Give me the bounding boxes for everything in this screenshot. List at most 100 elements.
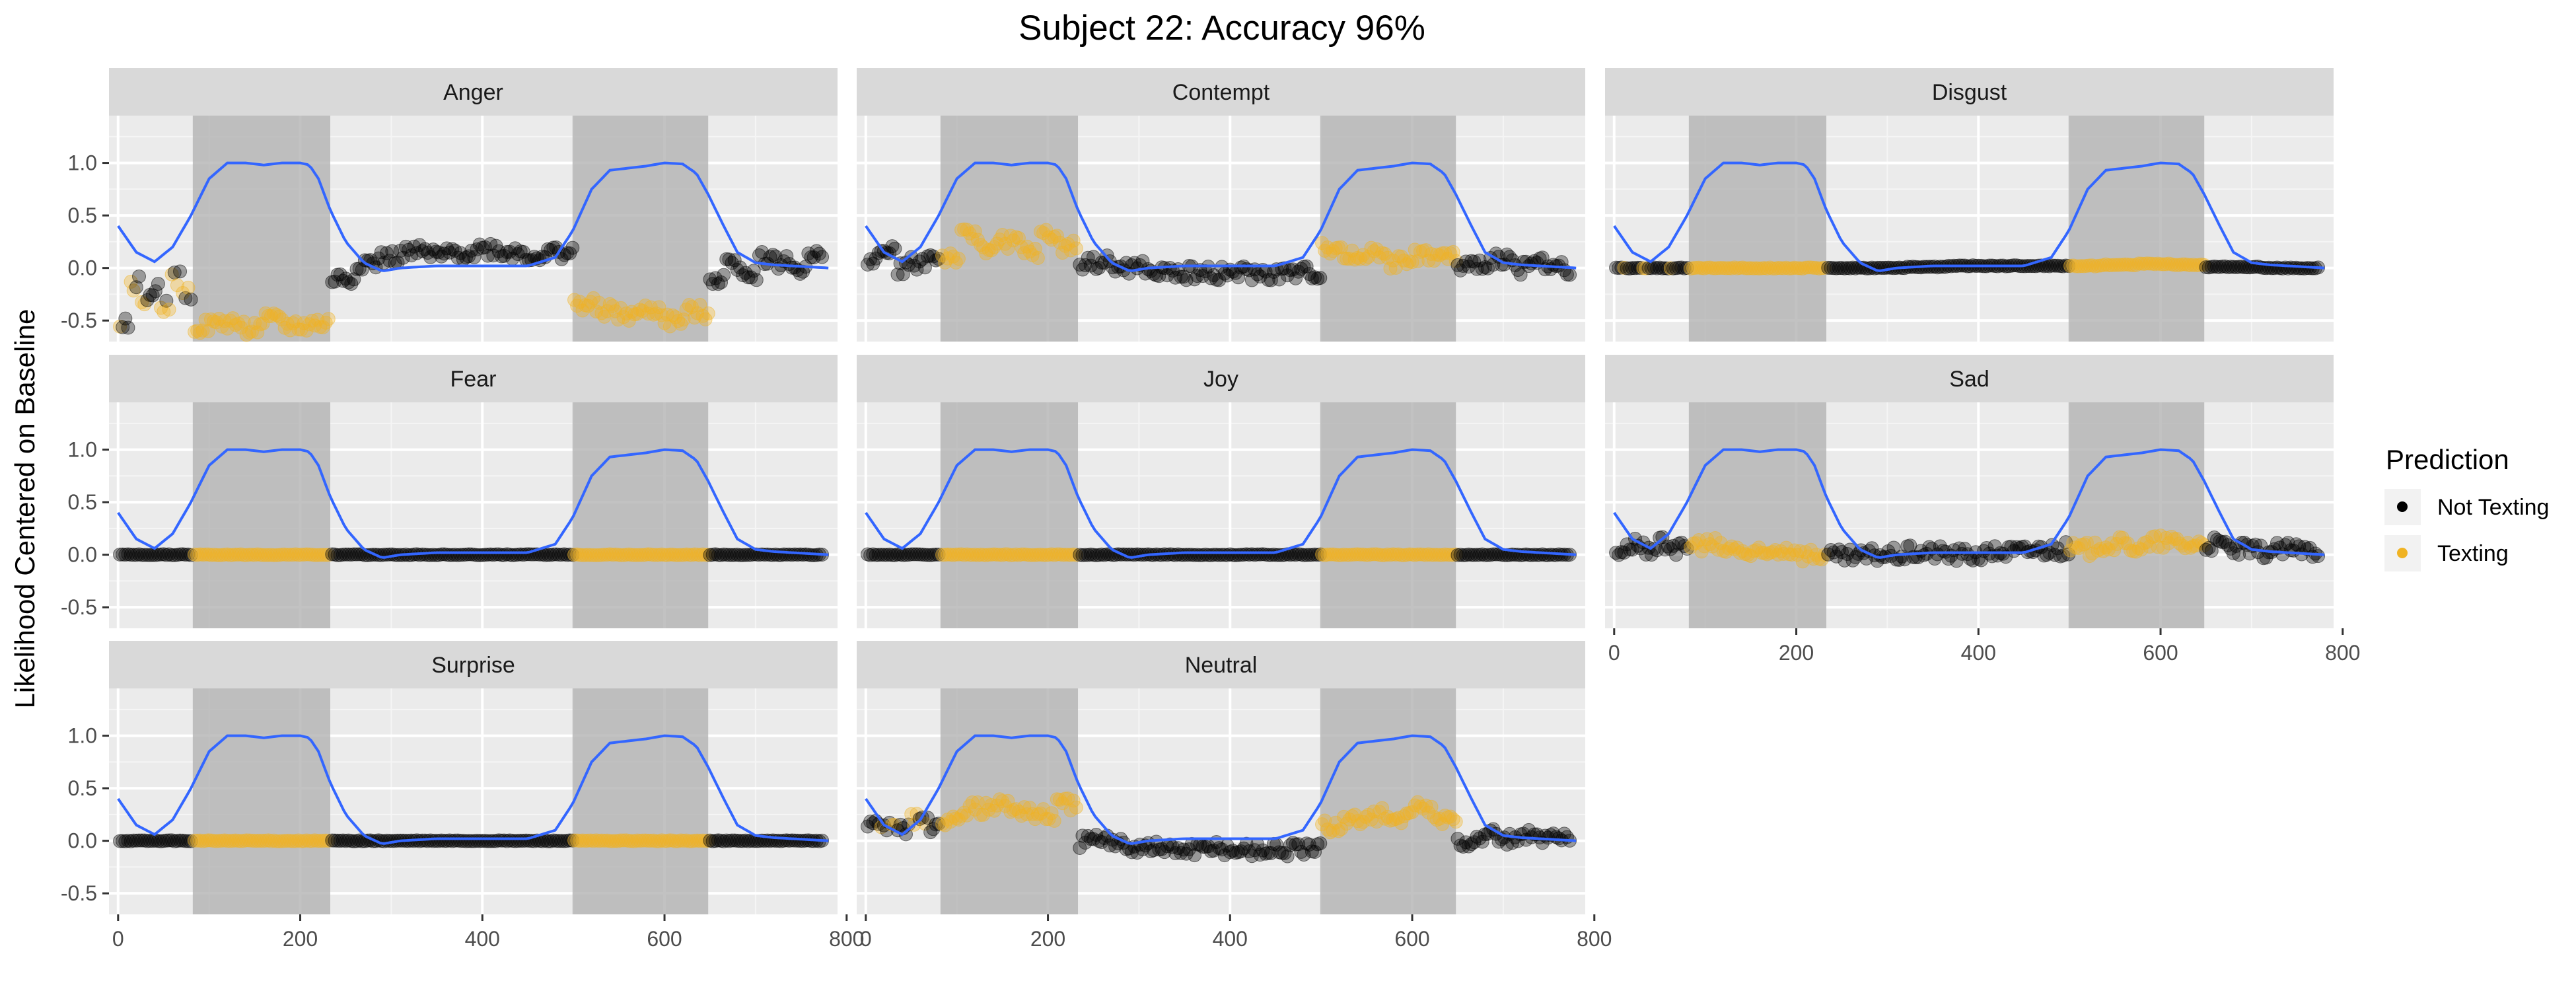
data-point [570, 299, 585, 313]
x-tick-label: 0 [1608, 641, 1620, 665]
data-point [1419, 798, 1433, 813]
data-point [1308, 844, 1322, 859]
data-point [1768, 543, 1783, 558]
data-point [1804, 542, 1818, 557]
data-point [1242, 844, 1256, 859]
data-point [1427, 810, 1441, 825]
data-point [2082, 549, 2096, 564]
data-point [445, 242, 460, 256]
data-point [982, 802, 996, 817]
y-tick-label: -0.5 [61, 595, 97, 619]
data-point [511, 247, 525, 262]
smoothed-probability-line [117, 734, 829, 845]
data-point [178, 291, 193, 305]
data-point [297, 316, 311, 330]
data-point [1011, 231, 1026, 245]
data-point [581, 299, 595, 313]
facet-panel-anger: Anger -0.5 0.0 0.5 1.0 [61, 68, 848, 342]
data-point [226, 311, 240, 326]
data-point [660, 307, 674, 322]
data-point [316, 320, 330, 334]
data-point [948, 255, 963, 270]
data-point [1898, 552, 1912, 567]
data-point [1320, 823, 1335, 837]
data-point [703, 272, 717, 287]
data-point [118, 311, 133, 326]
facet-strip [857, 355, 1585, 402]
data-point [1160, 268, 1174, 283]
data-point [1313, 271, 1328, 285]
data-point [1086, 832, 1100, 846]
data-point [1163, 837, 1177, 852]
data-point [1829, 549, 1843, 564]
data-point [565, 240, 580, 255]
data-point [682, 298, 696, 312]
data-point [711, 277, 725, 291]
facet-panel-sad: Sad 0 200 400 600 800 [1605, 355, 2360, 665]
legend-title: Prediction [2386, 444, 2509, 475]
data-point [1733, 546, 1747, 560]
data-point [1066, 793, 1081, 808]
texting-window-shade [1688, 402, 1827, 628]
data-point [917, 260, 932, 275]
facet-strip-label: Joy [1203, 367, 1238, 392]
facet-strip [109, 355, 838, 402]
data-point [1078, 258, 1092, 272]
data-point [336, 274, 350, 288]
smoothed-probability-line [117, 448, 829, 559]
data-point [157, 305, 171, 319]
data-point [1535, 250, 1550, 265]
data-point [1464, 837, 1479, 852]
data-point [779, 249, 794, 264]
data-point [1347, 252, 1362, 267]
facet-panel-surprise: Surprise -0.5 0.0 0.5 1.0 0 200 400 600 800 [61, 641, 864, 951]
data-point [1666, 538, 1680, 553]
points-layer [1609, 529, 2326, 569]
data-point [1003, 229, 1018, 243]
data-point [431, 245, 446, 260]
data-point [173, 264, 188, 279]
data-point [1669, 548, 1684, 562]
data-point [730, 263, 744, 277]
facet-strip [1605, 355, 2334, 402]
data-point [217, 314, 232, 328]
x-tick-label: 800 [2325, 641, 2360, 665]
facet-strip-label: Contempt [1172, 80, 1270, 105]
data-point [440, 241, 454, 256]
data-point [1069, 241, 1083, 256]
data-point [888, 241, 902, 256]
data-point [904, 807, 919, 821]
data-point [890, 268, 905, 282]
facet-panel-neutral: Neutral 0 200 400 600 800 [857, 641, 1612, 951]
data-point [1345, 243, 1359, 258]
data-point [1809, 548, 1824, 562]
texting-window-shade [940, 116, 1079, 342]
data-point [2056, 548, 2071, 563]
data-point [470, 242, 484, 256]
x-tick-label: 400 [465, 927, 500, 951]
data-point [1075, 828, 1090, 843]
data-point [1438, 808, 1452, 823]
y-tick-label: 1.0 [68, 724, 97, 748]
data-point [380, 246, 394, 260]
points-layer [861, 547, 1577, 562]
data-point [725, 256, 739, 270]
data-point [1334, 822, 1348, 836]
texting-window-shade [192, 116, 331, 342]
data-point [344, 277, 359, 291]
data-point [904, 250, 919, 264]
data-point [1030, 250, 1045, 265]
data-point [1453, 263, 1468, 277]
data-point [1795, 554, 1810, 569]
data-point [1017, 800, 1032, 815]
facet-strip [109, 641, 838, 688]
data-point [624, 305, 639, 319]
smoothed-probability-line [1613, 161, 2325, 272]
data-point [1055, 246, 1070, 260]
data-point [1386, 253, 1400, 268]
data-point [693, 297, 707, 312]
data-point [1744, 549, 1758, 564]
data-point [1456, 839, 1470, 854]
data-point [998, 237, 1013, 251]
y-tick-label: 0.5 [68, 490, 97, 514]
